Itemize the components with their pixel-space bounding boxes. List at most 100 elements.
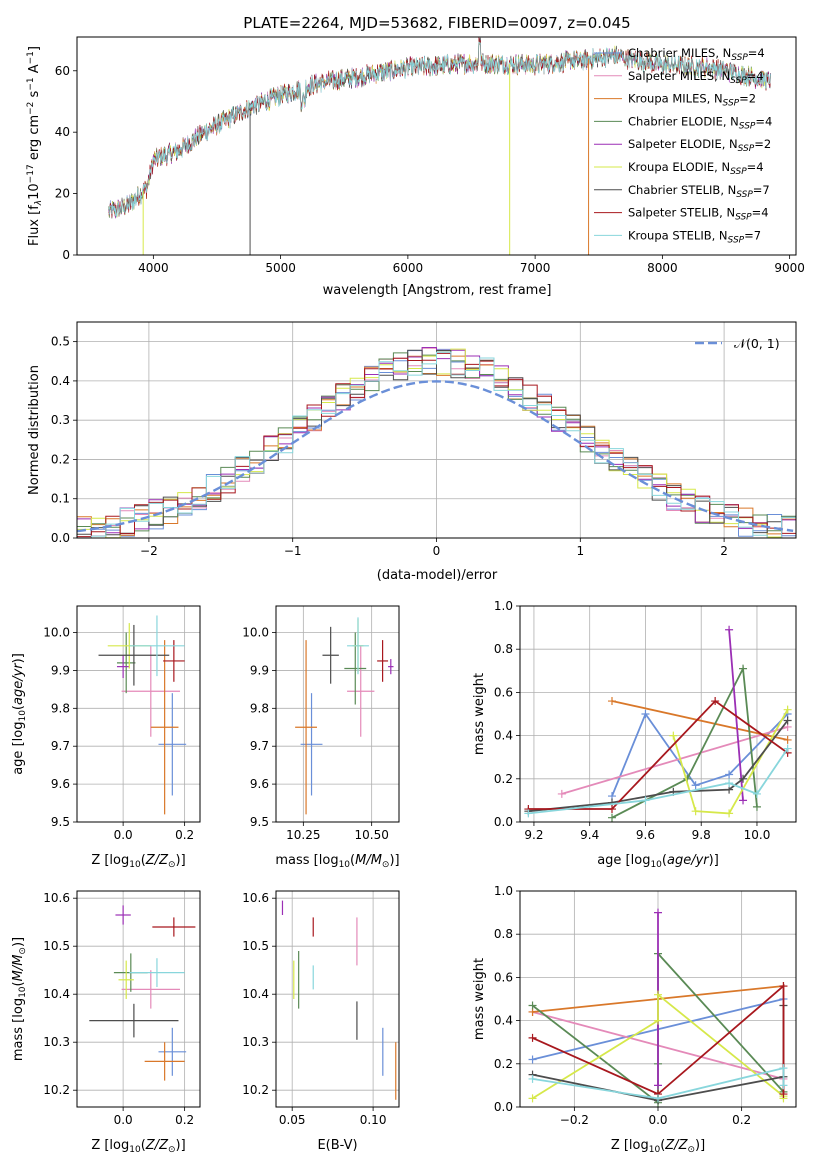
point-marker <box>528 1033 537 1042</box>
x-tick-label: 9.6 <box>636 828 655 842</box>
point-marker <box>725 625 734 634</box>
x-tick-label: 1 <box>576 544 584 558</box>
y-tick-label: 10.0 <box>242 626 269 640</box>
legend-label: Chabrier STELIB, NSSP=7 <box>628 183 770 200</box>
series-kroupa-miles <box>608 697 792 744</box>
x-axis-label: age [log10(age/yr)] <box>597 853 719 870</box>
x-tick-label: 0.05 <box>279 1113 306 1127</box>
panel-spectrum: 4000 5000 6000 7000 8000 9000 0 20 40 60 Chabrier … <box>26 36 805 298</box>
y-tick-label: 0.2 <box>51 452 70 466</box>
errorbar-salpeter-miles <box>347 645 375 737</box>
errorbar-kroupa-stelib <box>129 958 185 987</box>
y-axis-label: mass weight <box>472 673 487 755</box>
x-tick-label: 2 <box>720 544 728 558</box>
y-tick-label: 0.4 <box>494 729 513 743</box>
y-tick-label: 9.6 <box>250 777 269 791</box>
panel-weight-vs-Z: −0.2 0.0 0.2 0.0 0.2 0.4 0.6 0.8 1.0 Z [log10(Z/Z… <box>472 884 797 1155</box>
point-marker <box>557 789 566 798</box>
y-tick-label: 10.6 <box>43 891 70 905</box>
x-tick-label: −1 <box>284 544 302 558</box>
y-tick-label: 9.6 <box>51 777 70 791</box>
panel-age-vs-mass: 10.25 10.50 9.5 9.6 9.7 9.8 9.9 10.0 mass [log10… <box>242 605 400 870</box>
series-kroupa-stelib <box>524 744 792 818</box>
errorbar-salpeter-stelib <box>152 917 196 937</box>
point-marker <box>528 1094 537 1103</box>
y-tick-label: 20 <box>55 187 70 201</box>
legend-label: 𝒩(0, 1) <box>734 336 780 351</box>
y-tick-label: 10.4 <box>43 987 70 1001</box>
x-tick-label: 0 <box>433 544 441 558</box>
point-marker <box>528 1074 537 1083</box>
y-tick-label: 9.7 <box>250 739 269 753</box>
panel-residuals: −2 −1 0 1 2 0.0 0.1 0.2 0.3 0.4 0.5 𝒩(0, 1) (data-mo… <box>27 321 797 583</box>
y-tick-label: 0.2 <box>494 1057 513 1071</box>
series-salpeter-stelib <box>528 982 788 1099</box>
axes-frame <box>76 890 201 1108</box>
errorbar-chabrier-elodie <box>344 632 367 705</box>
y-axis-label: mass [log10(M/M⊙)] <box>11 937 28 1061</box>
errorbar-salpeter-miles <box>121 645 181 737</box>
x-axis-label: Z [log10(Z/Z⊙)] <box>91 1138 185 1155</box>
errorbar-kroupa-elodie <box>118 960 134 999</box>
y-tick-label: 10.6 <box>242 891 269 905</box>
plot-area-residuals <box>77 322 796 538</box>
point-marker <box>739 774 748 783</box>
axes-frame <box>519 890 797 1108</box>
point-marker <box>725 770 734 779</box>
point-marker <box>524 809 533 818</box>
point-marker <box>725 809 734 818</box>
legend-label: Salpeter ELODIE, NSSP=2 <box>628 137 771 154</box>
point-marker <box>654 1081 662 1090</box>
plot-area-age-vs-mass <box>276 606 399 822</box>
point-marker <box>608 805 616 814</box>
errorbar-kroupa-stelib <box>347 617 369 675</box>
y-tick-label: 9.8 <box>250 701 269 715</box>
figure-title: PLATE=2264, MJD=53682, FIBERID=0097, z=0… <box>243 14 630 32</box>
point-marker <box>711 697 720 706</box>
point-marker <box>725 779 734 788</box>
legend-label: Salpeter STELIB, NSSP=4 <box>628 206 769 223</box>
y-tick-label: 10.0 <box>43 626 70 640</box>
y-tick-label: 0.0 <box>494 815 513 829</box>
axes-frame <box>519 605 797 823</box>
plot-area-spectrum <box>108 37 771 255</box>
axes-frame <box>76 321 797 539</box>
series-kroupa-elodie <box>669 705 792 818</box>
point-marker <box>691 807 700 816</box>
y-tick-label: 0.4 <box>494 1014 513 1028</box>
x-tick-label: 5000 <box>265 261 296 275</box>
y-tick-label: 1.0 <box>494 599 513 613</box>
legend-label: Salpeter MILES, NSSP=4 <box>628 69 764 86</box>
y-tick-label: 60 <box>55 64 70 78</box>
point-marker <box>654 990 662 999</box>
plot-area-mass-vs-Z <box>77 891 200 1107</box>
y-tick-label: 9.9 <box>51 663 70 677</box>
x-tick-label: 9000 <box>774 261 805 275</box>
x-axis-label: (data-model)/error <box>377 568 498 583</box>
x-tick-label: 9.8 <box>692 828 711 842</box>
series-chabrier-elodie <box>608 664 761 822</box>
x-tick-label: 10.0 <box>744 828 771 842</box>
plot-area-age-vs-Z <box>77 606 200 822</box>
y-tick-label: 0.5 <box>51 335 70 349</box>
y-tick-label: 10.2 <box>43 1083 70 1097</box>
x-tick-label: 10.50 <box>354 828 388 842</box>
x-axis-label: wavelength [Angstrom, rest frame] <box>323 283 552 298</box>
errorbar-kroupa-miles <box>144 1042 185 1081</box>
point-marker <box>752 789 761 798</box>
y-tick-label: 0.1 <box>51 492 70 506</box>
errorbar-chabrier-stelib <box>98 624 170 686</box>
x-axis-label: mass [log10(M/M⊙)] <box>275 853 399 870</box>
axes-frame <box>275 605 400 823</box>
plot-area-weight-vs-Z <box>520 891 796 1107</box>
point-marker <box>641 796 650 805</box>
point-marker <box>654 1016 662 1025</box>
axes-frame <box>76 36 797 256</box>
y-tick-label: 0.0 <box>51 531 70 545</box>
point-marker <box>783 735 792 744</box>
y-tick-label: 0 <box>62 248 70 262</box>
errorbar-chabrier-miles <box>158 1027 187 1076</box>
y-axis-label: Flux [fλ10−17 erg cm−2 s−1 A−1] <box>26 46 44 246</box>
x-tick-label: 9.2 <box>524 828 543 842</box>
x-tick-label: 0.10 <box>360 1113 387 1127</box>
